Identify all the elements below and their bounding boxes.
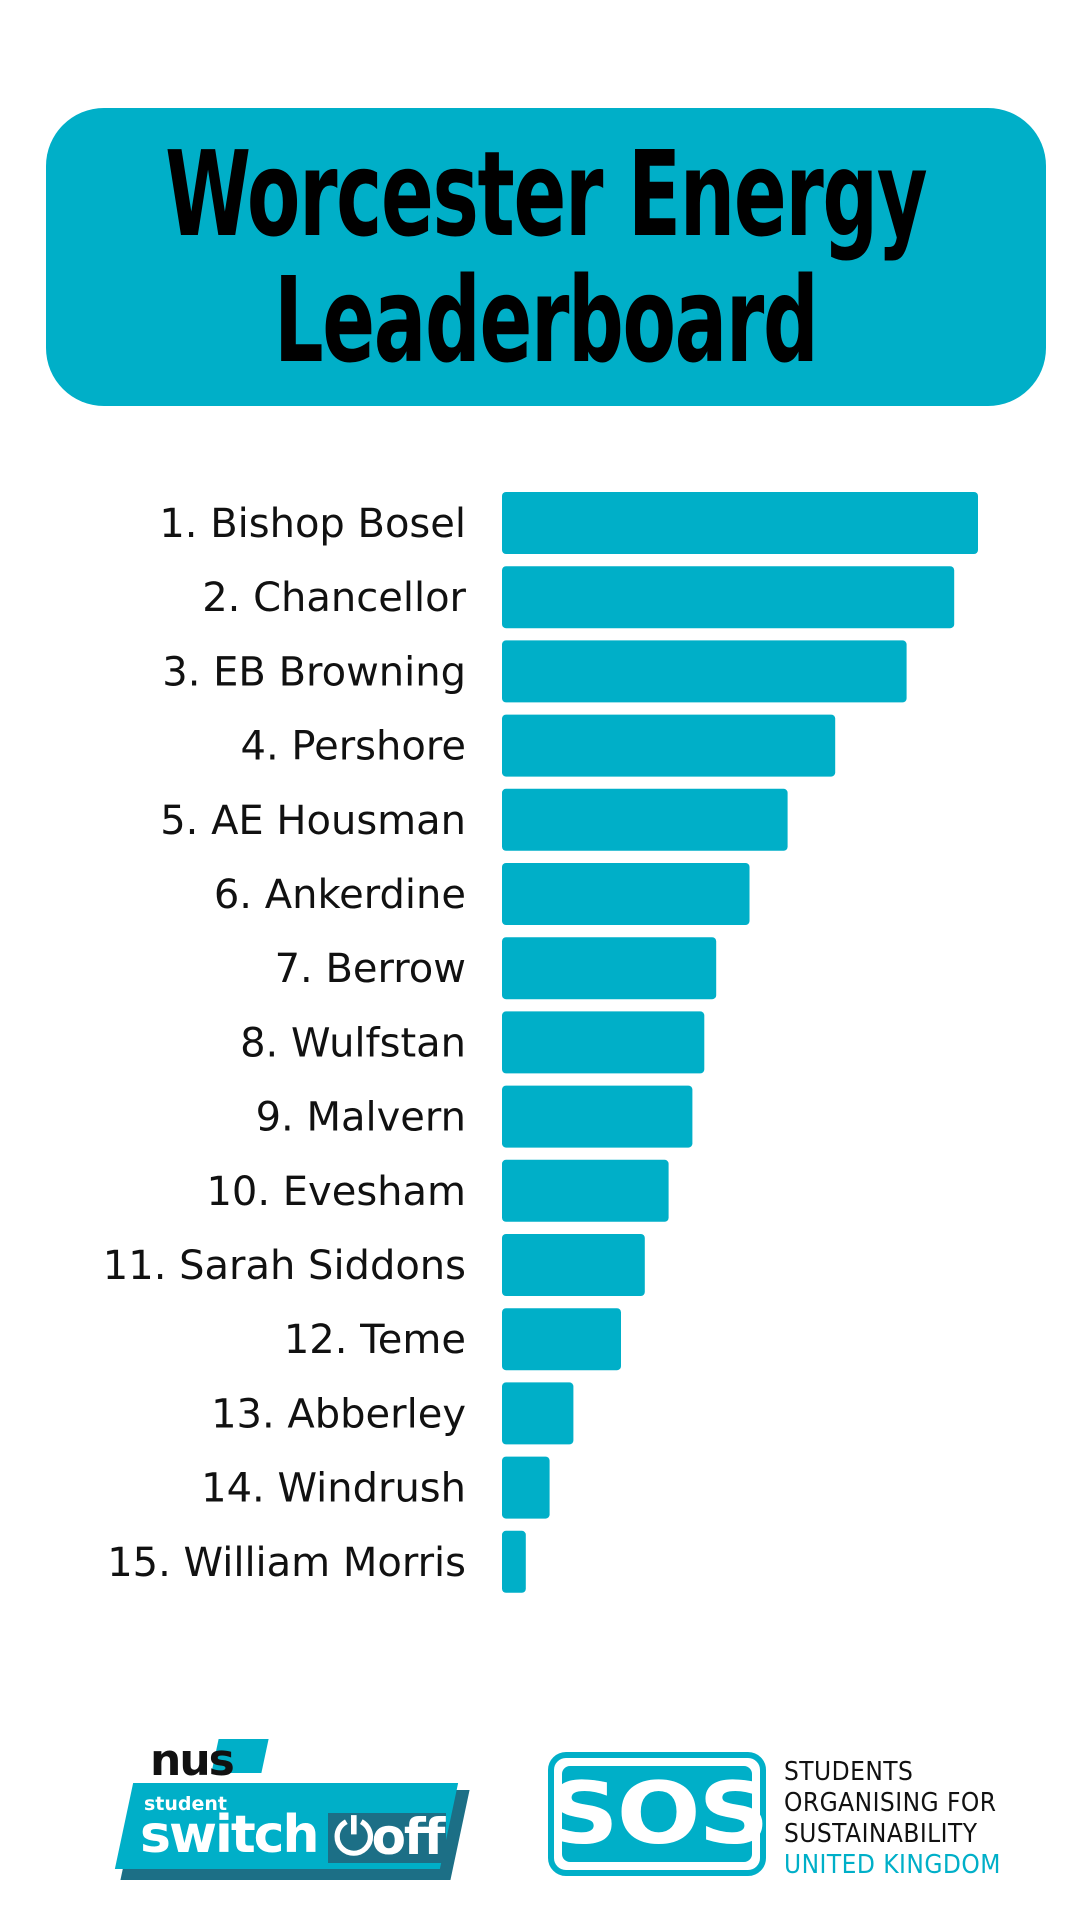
sos-logo-letters: SOS xyxy=(547,1764,769,1864)
bar-label-9: 9. Malvern xyxy=(256,1095,466,1141)
bar-label-10: 10. Evesham xyxy=(206,1169,466,1215)
sos-logo: SOS xyxy=(547,1752,772,1880)
off-logo-word: off xyxy=(371,1808,446,1866)
student-logo-text: student xyxy=(144,1793,228,1815)
title-line-1: Worcester Energy xyxy=(165,125,928,263)
bar-label-14: 14. Windrush xyxy=(201,1466,466,1512)
bar-label-6: 6. Ankerdine xyxy=(214,872,466,918)
bar-6 xyxy=(502,863,750,925)
bar-1 xyxy=(502,492,978,554)
bar-13 xyxy=(502,1382,574,1445)
leaderboard-chart: 1. Bishop Bosel 2. Chancellor 3. EB Browni… xyxy=(103,492,978,1593)
bar-label-12: 12. Teme xyxy=(284,1317,466,1363)
bar-label-2: 2. Chancellor xyxy=(202,575,466,621)
bar-label-15: 15. William Morris xyxy=(107,1540,466,1586)
sos-line-3: SUSTAINABILITY xyxy=(784,1819,978,1849)
bar-11 xyxy=(502,1234,645,1296)
bar-10 xyxy=(502,1159,669,1222)
sos-line-4: UNITED KINGDOM xyxy=(784,1850,1001,1880)
bar-label-3: 3. EB Browning xyxy=(162,649,466,695)
bar-label-8: 8. Wulfstan xyxy=(240,1020,466,1066)
nus-logo-text: nus xyxy=(150,1735,235,1786)
power-icon: ⏻ xyxy=(334,1808,374,1866)
off-logo-text: ⏻off xyxy=(328,1812,446,1863)
switch-logo-text: switch xyxy=(140,1805,320,1865)
bar-label-13: 13. Abberley xyxy=(211,1391,466,1437)
bar-label-4: 4. Pershore xyxy=(241,724,466,770)
bar-5 xyxy=(502,788,788,851)
bar-3 xyxy=(502,640,907,703)
bar-8 xyxy=(502,1011,705,1074)
bar-label-5: 5. AE Housman xyxy=(160,798,466,844)
sos-line-2: ORGANISING FOR xyxy=(784,1788,997,1818)
sos-wordmark: STUDENTS ORGANISING FOR SUSTAINABILITY U… xyxy=(784,1757,1025,1881)
bar-label-11: 11. Sarah Siddons xyxy=(103,1243,466,1289)
title-line-2: Leaderboard xyxy=(274,251,819,389)
bar-9 xyxy=(502,1085,693,1148)
nus-switch-off-logo: nus student switch ⏻off xyxy=(114,1735,470,1880)
bar-label-7: 7. Berrow xyxy=(275,946,466,992)
sos-line-1: STUDENTS xyxy=(784,1757,914,1787)
bar-12 xyxy=(502,1308,621,1371)
title-banner: Worcester Energy Leaderboard xyxy=(46,108,1046,406)
bar-label-1: 1. Bishop Bosel xyxy=(159,501,466,547)
bar-2 xyxy=(502,566,955,629)
bar-15 xyxy=(502,1530,526,1593)
bar-7 xyxy=(502,937,717,1000)
bar-4 xyxy=(502,714,836,777)
sos-logo-inner: SOS xyxy=(547,1764,769,1864)
bar-14 xyxy=(502,1456,550,1519)
